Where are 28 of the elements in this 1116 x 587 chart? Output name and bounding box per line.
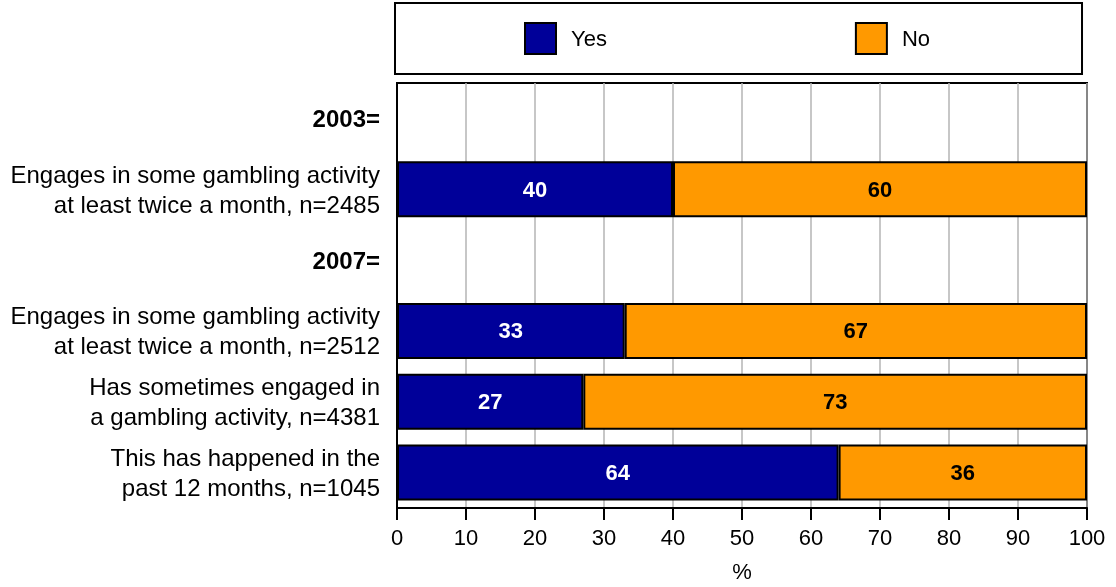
x-axis-title: % xyxy=(732,558,752,584)
x-tick-label: 30 xyxy=(591,524,617,550)
x-tick-label: 90 xyxy=(1005,524,1031,550)
x-tick-label: 70 xyxy=(867,524,893,550)
x-tick-label: 40 xyxy=(660,524,686,550)
y-tick-label: Has sometimes engaged in a gambling activity, n=4381 xyxy=(89,373,380,431)
y-tick-label: Engages in some gambling activity at least twice a month, n=2512 xyxy=(10,302,380,360)
x-tick-label: 10 xyxy=(453,524,479,550)
data-label: 36 xyxy=(950,460,976,486)
x-tick-label: 100 xyxy=(1068,524,1106,550)
y-tick-label: Engages in some gambling activity at least twice a month, n=2485 xyxy=(10,160,380,218)
data-label: 64 xyxy=(605,460,631,486)
data-label: 27 xyxy=(477,389,503,415)
x-tick-label: 80 xyxy=(936,524,962,550)
data-label: 33 xyxy=(498,318,524,344)
legend-label: No xyxy=(901,26,931,51)
data-label: 60 xyxy=(867,176,893,202)
y-tick-label: This has happened in the past 12 months, n=1045 xyxy=(110,444,380,502)
x-tick-label: 50 xyxy=(729,524,755,550)
x-tick-label: 0 xyxy=(390,524,404,550)
legend-label: Yes xyxy=(571,26,607,51)
data-label: 40 xyxy=(522,176,548,202)
x-tick-label: 60 xyxy=(798,524,824,550)
x-tick-label: 20 xyxy=(522,524,548,550)
data-label: 67 xyxy=(843,318,869,344)
data-label: 73 xyxy=(822,389,848,415)
y-tick-label: 2007= xyxy=(312,246,380,274)
y-tick-label: 2003= xyxy=(312,104,380,132)
